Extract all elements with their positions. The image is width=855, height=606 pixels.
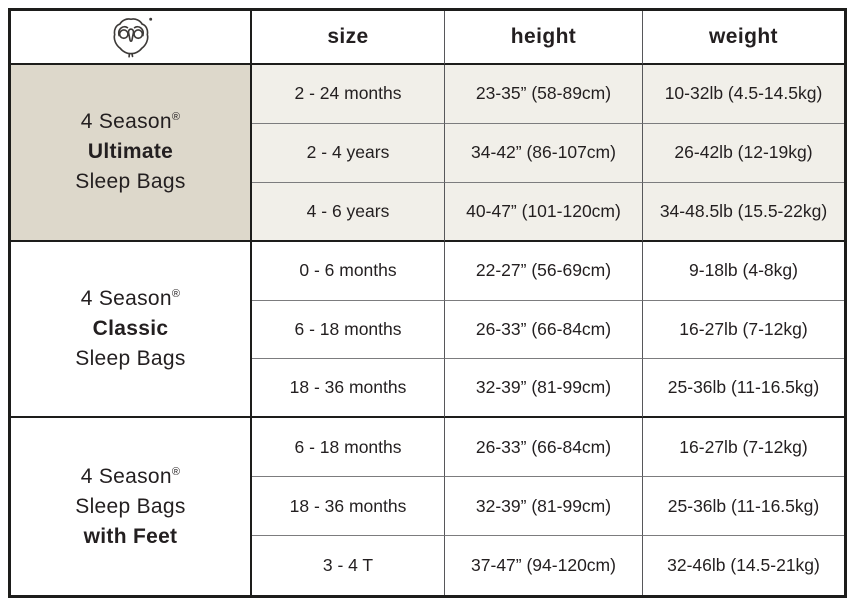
group-variant: Ultimate [87,140,174,164]
size-cell: 2 - 24 months [252,65,445,124]
group-variant: Classic [92,316,169,340]
height-cell: 26-33” (66-84cm) [445,300,643,360]
group-title: 4 Season® [80,110,181,134]
column-header-height: height [445,11,643,65]
height-cell: 23-35” (58-89cm) [445,65,643,124]
size-cell: 0 - 6 months [252,241,445,301]
weight-cell: 25-36lb (11-16.5kg) [643,477,844,537]
height-cell: 32-39” (81-99cm) [445,359,643,419]
group-variant: with Feet [83,524,178,548]
group-label-ultimate: 4 Season® Ultimate Sleep Bags [11,65,252,242]
size-cell: 18 - 36 months [252,359,445,419]
group-product: Sleep Bags [75,494,186,518]
size-cell: 3 - 4 T [252,536,445,595]
weight-cell: 26-42lb (12-19kg) [643,123,844,183]
column-header-weight: weight [643,11,844,65]
group-product: Sleep Bags [75,346,186,370]
height-cell: 32-39” (81-99cm) [445,477,643,537]
size-cell: 18 - 36 months [252,477,445,537]
group-label-with-feet: 4 Season® Sleep Bags with Feet [11,418,252,595]
group-product: Sleep Bags [75,170,186,194]
sleep-bag-size-chart: size height weight 4 Season® Ultimate Sl… [8,8,847,598]
weight-cell: 32-46lb (14.5-21kg) [667,555,820,576]
column-header-size: size [252,11,445,65]
weight-cell: 10-32lb (4.5-14.5kg) [643,65,844,124]
weight-cell: 16-27lb (7-12kg) [643,301,844,360]
group-label-classic: 4 Season® Classic Sleep Bags [11,241,252,419]
height-cell: 34-42” (86-107cm) [445,123,643,183]
group-title: 4 Season® [80,464,181,488]
weight-cell: 25-36lb (11-16.5kg) [643,359,844,419]
height-cell: 37-47” (94-120cm) [445,536,643,595]
height-cell: 40-47” (101-120cm) [445,182,643,242]
weight-cell: 9-18lb (4-8kg) [643,242,844,301]
size-cell: 6 - 18 months [252,418,445,478]
weight-cell: 34-48.5lb (15.5-22kg) [643,182,844,242]
height-cell: 22-27” (56-69cm) [445,241,643,301]
size-cell: 2 - 4 years [252,123,445,183]
weight-cell: 16-27lb (7-12kg) [643,418,844,478]
owl-icon [113,17,152,58]
size-cell: 6 - 18 months [252,300,445,360]
size-cell: 4 - 6 years [252,182,445,242]
height-cell: 26-33” (66-84cm) [445,418,643,478]
group-title: 4 Season® [80,286,181,310]
brand-logo-cell [11,11,252,65]
